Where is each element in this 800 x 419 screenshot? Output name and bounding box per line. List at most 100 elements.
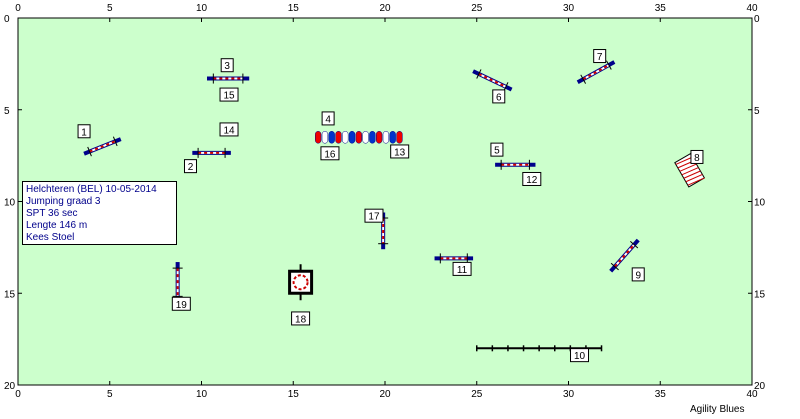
x-tick-label-bottom: 0 (15, 389, 21, 400)
tire-ring (292, 274, 309, 291)
weave-slat (681, 167, 699, 176)
y-tick-label-left: 20 (4, 381, 16, 392)
y-tick-label-left: 0 (4, 14, 10, 25)
obstacles (83, 60, 706, 352)
tunnel-segment (369, 131, 376, 144)
obstacle-label-box (171, 296, 191, 311)
obstacle-label-3: 3 (220, 58, 234, 73)
obstacle-label-10: 10 (570, 348, 590, 363)
y-tick-label-right: 15 (754, 289, 766, 300)
info-venue-date: Helchteren (BEL) 10-05-2014 (26, 184, 157, 195)
obstacle-label-text: 9 (635, 270, 641, 281)
weave-8 (674, 152, 706, 188)
y-tick-label-right: 20 (754, 381, 766, 392)
tunnel-segment (348, 131, 356, 144)
obstacle-label-box (219, 122, 239, 137)
obstacle-label-15: 15 (219, 87, 239, 102)
obstacle-label-box (593, 49, 607, 64)
obstacle-label-box (219, 87, 239, 102)
obstacle-label-16: 16 (320, 146, 340, 161)
weave-slat (683, 170, 701, 179)
obstacle-label-13: 13 (390, 144, 410, 159)
obstacle-label-text: 18 (295, 314, 307, 325)
tunnel-segment (382, 131, 390, 144)
obstacle-label-7: 7 (593, 49, 607, 64)
info-spt: SPT 36 sec (26, 208, 78, 219)
obstacle-label-9: 9 (631, 267, 645, 282)
obstacle-label-text: 12 (526, 175, 538, 186)
tunnel-segment (342, 131, 349, 144)
info-length: Lengte 146 m (26, 220, 88, 231)
jump-post (630, 241, 639, 249)
obstacle-label-18: 18 (291, 311, 311, 326)
tunnel-segment (355, 131, 362, 144)
weave-slat (679, 163, 697, 172)
obstacle-label-box (364, 208, 384, 223)
jump-post (606, 60, 612, 70)
obstacle-label-2: 2 (183, 159, 197, 174)
obstacle-label-text: 1 (81, 127, 87, 138)
obstacle-label-box (390, 144, 410, 159)
info-judge: Kees Stoel (26, 232, 75, 243)
obstacle-label-box (220, 58, 234, 73)
jump-3 (207, 73, 250, 84)
obstacle-label-text: 8 (694, 153, 700, 164)
obstacle-label-box (492, 89, 506, 104)
x-tick-label-bottom: 15 (288, 389, 300, 400)
weave-slat (675, 156, 693, 165)
obstacle-label-box (291, 311, 311, 326)
obstacle-label-box (631, 267, 645, 282)
obstacle-label-text: 3 (224, 61, 230, 72)
obstacle-label-text: 10 (574, 351, 586, 362)
jump-9 (609, 238, 640, 273)
jump-post (580, 74, 587, 84)
obstacle-label-5: 5 (490, 142, 504, 157)
tunnel-segment (396, 131, 403, 144)
jump-bar-stripes (89, 140, 116, 153)
obstacle-label-box (320, 146, 340, 161)
obstacle-label-text: 4 (325, 114, 331, 125)
y-tick-label-right: 10 (754, 198, 766, 209)
tunnel-segment (315, 131, 322, 144)
obstacle-label-4: 4 (321, 111, 335, 126)
jump-bar-stripes (614, 244, 635, 268)
x-tick-label-bottom: 5 (107, 389, 113, 400)
y-tick-label-left: 5 (4, 106, 10, 117)
obstacle-label-text: 17 (368, 212, 380, 223)
tunnel-segment (389, 131, 396, 144)
x-tick-label-top: 30 (563, 3, 575, 14)
credit-text: Agility Blues (690, 404, 745, 415)
x-tick-label-top: 10 (196, 3, 208, 14)
tire-18 (288, 264, 314, 301)
jump-19 (172, 262, 183, 303)
obstacle-label-14: 14 (219, 122, 239, 137)
tunnel-segment (375, 131, 383, 144)
jump-11 (434, 253, 474, 264)
obstacle-label-8: 8 (690, 149, 704, 164)
jump-post (87, 146, 92, 157)
tunnel-segment (335, 131, 342, 144)
jump-post (610, 262, 619, 271)
obstacle-label-text: 5 (494, 146, 500, 157)
obstacle-label-text: 7 (597, 52, 603, 63)
obstacle-label-text: 16 (324, 149, 336, 160)
jump-7 (576, 60, 616, 84)
info-class: Jumping graad 3 (26, 196, 101, 207)
x-tick-label-bottom: 30 (563, 389, 575, 400)
obstacle-label-text: 13 (394, 147, 406, 158)
x-tick-label-top: 15 (288, 3, 300, 14)
x-tick-label-bottom: 20 (379, 389, 391, 400)
x-tick-label-top: 35 (655, 3, 667, 14)
y-tick-label-left: 15 (4, 289, 16, 300)
obstacle-label-6: 6 (492, 89, 506, 104)
x-tick-label-top: 40 (746, 3, 758, 14)
jump-bar-stripes (478, 73, 507, 88)
obstacle-label-box (690, 149, 704, 164)
obstacle-label-12: 12 (522, 171, 542, 186)
y-tick-label-left: 10 (4, 198, 16, 209)
x-tick-label-top: 25 (471, 3, 483, 14)
x-tick-label-bottom: 35 (655, 389, 667, 400)
tunnel-4 (315, 131, 403, 144)
